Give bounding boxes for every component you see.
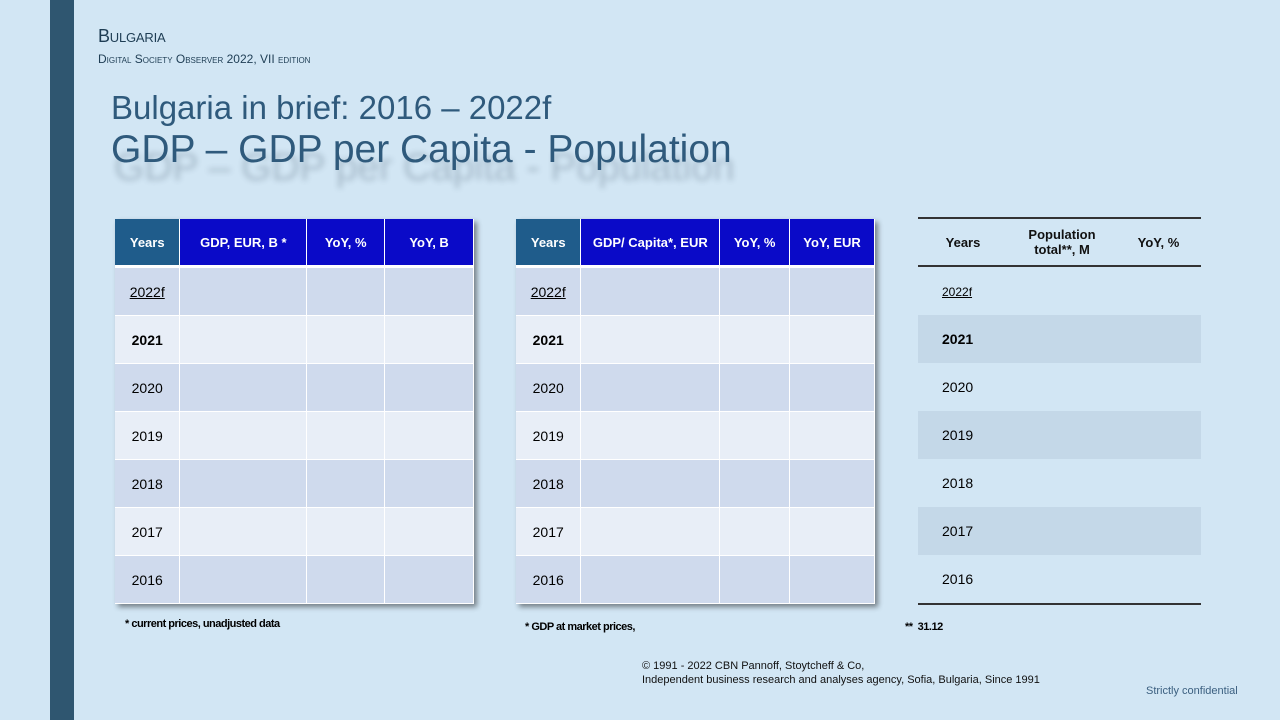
table-row: 2021 xyxy=(516,315,875,364)
table-row: 2018 xyxy=(516,459,875,508)
footer-copyright: © 1991 - 2022 CBN Pannoff, Stoytcheff & … xyxy=(642,659,1040,687)
year-cell: 2021 xyxy=(115,315,181,364)
population-header-years: Years xyxy=(918,218,1008,267)
year-cell: 2019 xyxy=(115,411,181,460)
sidebar-accent-bar xyxy=(50,0,74,720)
gdp-header-yoy-b: YoY, B xyxy=(384,219,474,268)
table-row: 2020 xyxy=(516,363,875,412)
year-cell: 2019 xyxy=(918,411,1008,459)
table-row: 2019 xyxy=(115,411,474,460)
table-row: 2021 xyxy=(918,315,1201,363)
year-cell: 2016 xyxy=(516,555,582,604)
table-row: 2018 xyxy=(918,459,1201,507)
confidential-label: Strictly confidential xyxy=(1146,685,1238,697)
title-line-2: GDP – GDP per Capita - Population xyxy=(111,128,732,171)
table-row: 2022f xyxy=(115,266,474,316)
population-header-total: Population total**, M xyxy=(1008,218,1116,267)
year-cell: 2020 xyxy=(115,363,181,412)
gdp-header-gdp: GDP, EUR, B * xyxy=(179,219,308,268)
header-country: Bulgaria xyxy=(98,26,166,46)
year-cell: 2017 xyxy=(516,507,582,556)
year-cell: 2016 xyxy=(942,571,974,587)
year-cell: 2017 xyxy=(918,507,1008,555)
table-row: 2017 xyxy=(918,507,1201,555)
table-row: 2016 xyxy=(115,555,474,604)
table-row: 2018 xyxy=(115,459,474,508)
year-cell: 2018 xyxy=(516,459,582,508)
year-cell: 2017 xyxy=(115,507,181,556)
population-table: Years Population total**, M YoY, % 2022f… xyxy=(918,217,1201,605)
year-cell: 2019 xyxy=(516,411,582,460)
table-row: 2017 xyxy=(516,507,875,556)
capita-header-gdp-capita: GDP/ Capita*, EUR xyxy=(580,219,721,268)
table-row: 2020 xyxy=(115,363,474,412)
table-row: 2019 xyxy=(918,411,1201,459)
gdp-capita-table: Years GDP/ Capita*, EUR YoY, % YoY, EUR … xyxy=(516,219,875,604)
population-footnote: ** 31.12 xyxy=(905,621,943,633)
year-cell: 2021 xyxy=(918,315,1008,363)
header-subtitle: Digital Society Observer 2022, VII editi… xyxy=(98,52,311,66)
capita-header-years: Years xyxy=(516,219,582,268)
year-cell: 2021 xyxy=(516,315,582,364)
year-cell: 2022f xyxy=(129,283,165,300)
gdp-table: Years GDP, EUR, B * YoY, % YoY, B 2022f … xyxy=(115,219,474,604)
title-line-1: Bulgaria in brief: 2016 – 2022f xyxy=(111,89,552,126)
table-row: 2017 xyxy=(115,507,474,556)
year-cell: 2018 xyxy=(115,459,181,508)
gdp-capita-footnote: * GDP at market prices, xyxy=(525,621,635,633)
year-cell: 2020 xyxy=(516,363,582,412)
footer-line-1: © 1991 - 2022 CBN Pannoff, Stoytcheff & … xyxy=(642,660,865,672)
table-row: 2020 xyxy=(918,363,1201,411)
table-row: 2016 xyxy=(918,555,1201,604)
year-cell: 2020 xyxy=(942,379,974,395)
table-row: 2021 xyxy=(115,315,474,364)
table-row: 2022f xyxy=(516,266,875,316)
year-cell: 2016 xyxy=(115,555,181,604)
year-cell: 2022f xyxy=(942,285,973,299)
gdp-footnote: * current prices, unadjusted data xyxy=(125,618,280,630)
page-title: Bulgaria in brief: 2016 – 2022f GDP – GD… xyxy=(111,88,732,172)
footer-line-2: Independent business research and analys… xyxy=(642,674,1040,686)
gdp-header-years: Years xyxy=(115,219,181,268)
table-row: 2019 xyxy=(516,411,875,460)
capita-header-yoy-eur: YoY, EUR xyxy=(789,219,875,268)
year-cell: 2022f xyxy=(530,283,566,300)
table-row: 2022f xyxy=(918,266,1201,315)
population-header-yoy-percent: YoY, % xyxy=(1116,218,1201,267)
capita-header-yoy-percent: YoY, % xyxy=(719,219,791,268)
table-row: 2016 xyxy=(516,555,875,604)
gdp-header-yoy-percent: YoY, % xyxy=(306,219,386,268)
year-cell: 2018 xyxy=(942,475,974,491)
